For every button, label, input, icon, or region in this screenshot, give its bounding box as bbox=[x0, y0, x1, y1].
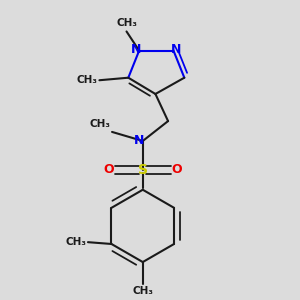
Text: N: N bbox=[131, 43, 142, 56]
Text: N: N bbox=[134, 134, 144, 147]
Text: O: O bbox=[171, 164, 182, 176]
Text: CH₃: CH₃ bbox=[132, 286, 153, 296]
Text: CH₃: CH₃ bbox=[90, 119, 111, 129]
Text: O: O bbox=[103, 164, 114, 176]
Text: N: N bbox=[171, 43, 182, 56]
Text: S: S bbox=[138, 163, 148, 177]
Text: CH₃: CH₃ bbox=[116, 18, 137, 28]
Text: CH₃: CH₃ bbox=[65, 237, 86, 247]
Text: CH₃: CH₃ bbox=[76, 75, 98, 85]
